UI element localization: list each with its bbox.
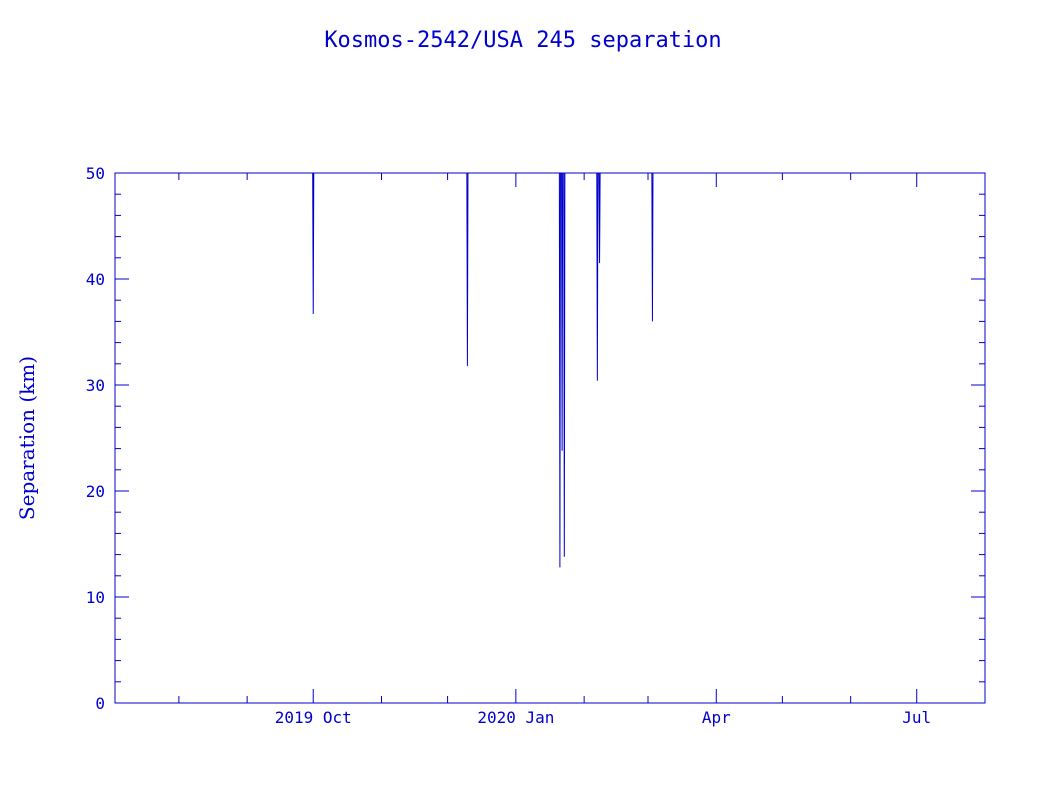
x-tick-label: 2019 Oct <box>275 708 352 727</box>
plot-frame <box>114 172 986 704</box>
separation-dip <box>466 172 469 366</box>
separation-dip <box>651 172 654 322</box>
chart-title: Kosmos-2542/USA 245 separation <box>324 28 722 53</box>
separation-dip <box>563 172 566 557</box>
y-tick-label: 10 <box>86 588 105 607</box>
x-tick-label: 2020 Jan <box>477 708 554 727</box>
separation-dip <box>598 172 601 264</box>
y-tick-label: 20 <box>86 482 105 501</box>
separation-dip <box>312 172 315 314</box>
y-tick-label: 30 <box>86 376 105 395</box>
y-tick-label: 50 <box>86 164 105 183</box>
separation-dip <box>596 172 599 381</box>
y-tick-label: 0 <box>95 694 105 713</box>
separation-dip <box>558 172 561 568</box>
y-tick-label: 40 <box>86 270 105 289</box>
separation-dip <box>561 172 564 451</box>
x-tick-label: Jul <box>902 708 931 727</box>
x-tick-label: Apr <box>702 708 731 727</box>
